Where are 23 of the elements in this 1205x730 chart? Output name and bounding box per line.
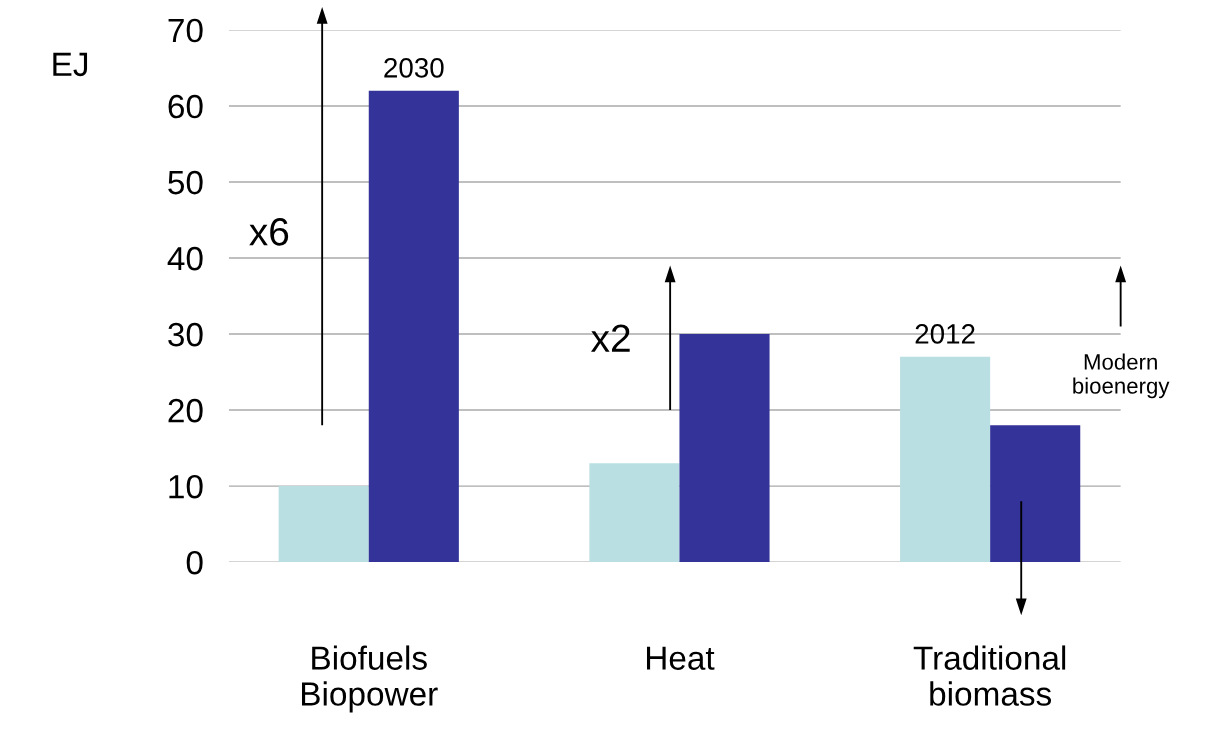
x-tick-label: Biofuels Biopower	[302, 645, 438, 713]
y-tick-label: 30	[168, 322, 203, 347]
annotation: x2	[591, 324, 630, 352]
x-tick-label: Heat	[646, 646, 715, 670]
y-axis-title: EJ	[53, 52, 88, 77]
x-tick-label: Traditional biomass	[913, 645, 1066, 706]
y-tick-label: 40	[167, 246, 203, 271]
annotation: x6	[249, 218, 289, 246]
y-tick-label: 70	[168, 18, 203, 43]
y-tick-label: 10	[169, 474, 203, 499]
series-label: 2012	[915, 324, 975, 344]
bar	[368, 90, 459, 563]
y-tick-label: 60	[168, 94, 203, 119]
y-tick-label: 50	[168, 170, 203, 195]
bar	[278, 486, 369, 563]
bar	[900, 356, 991, 563]
bar	[679, 334, 770, 563]
bar	[589, 463, 680, 563]
y-tick-label: 20	[168, 398, 203, 423]
series-label: 2030	[384, 57, 444, 78]
bar	[990, 425, 1081, 563]
y-tick-label: 0	[186, 550, 203, 575]
annotation: Modern bioenergy	[1073, 353, 1170, 399]
